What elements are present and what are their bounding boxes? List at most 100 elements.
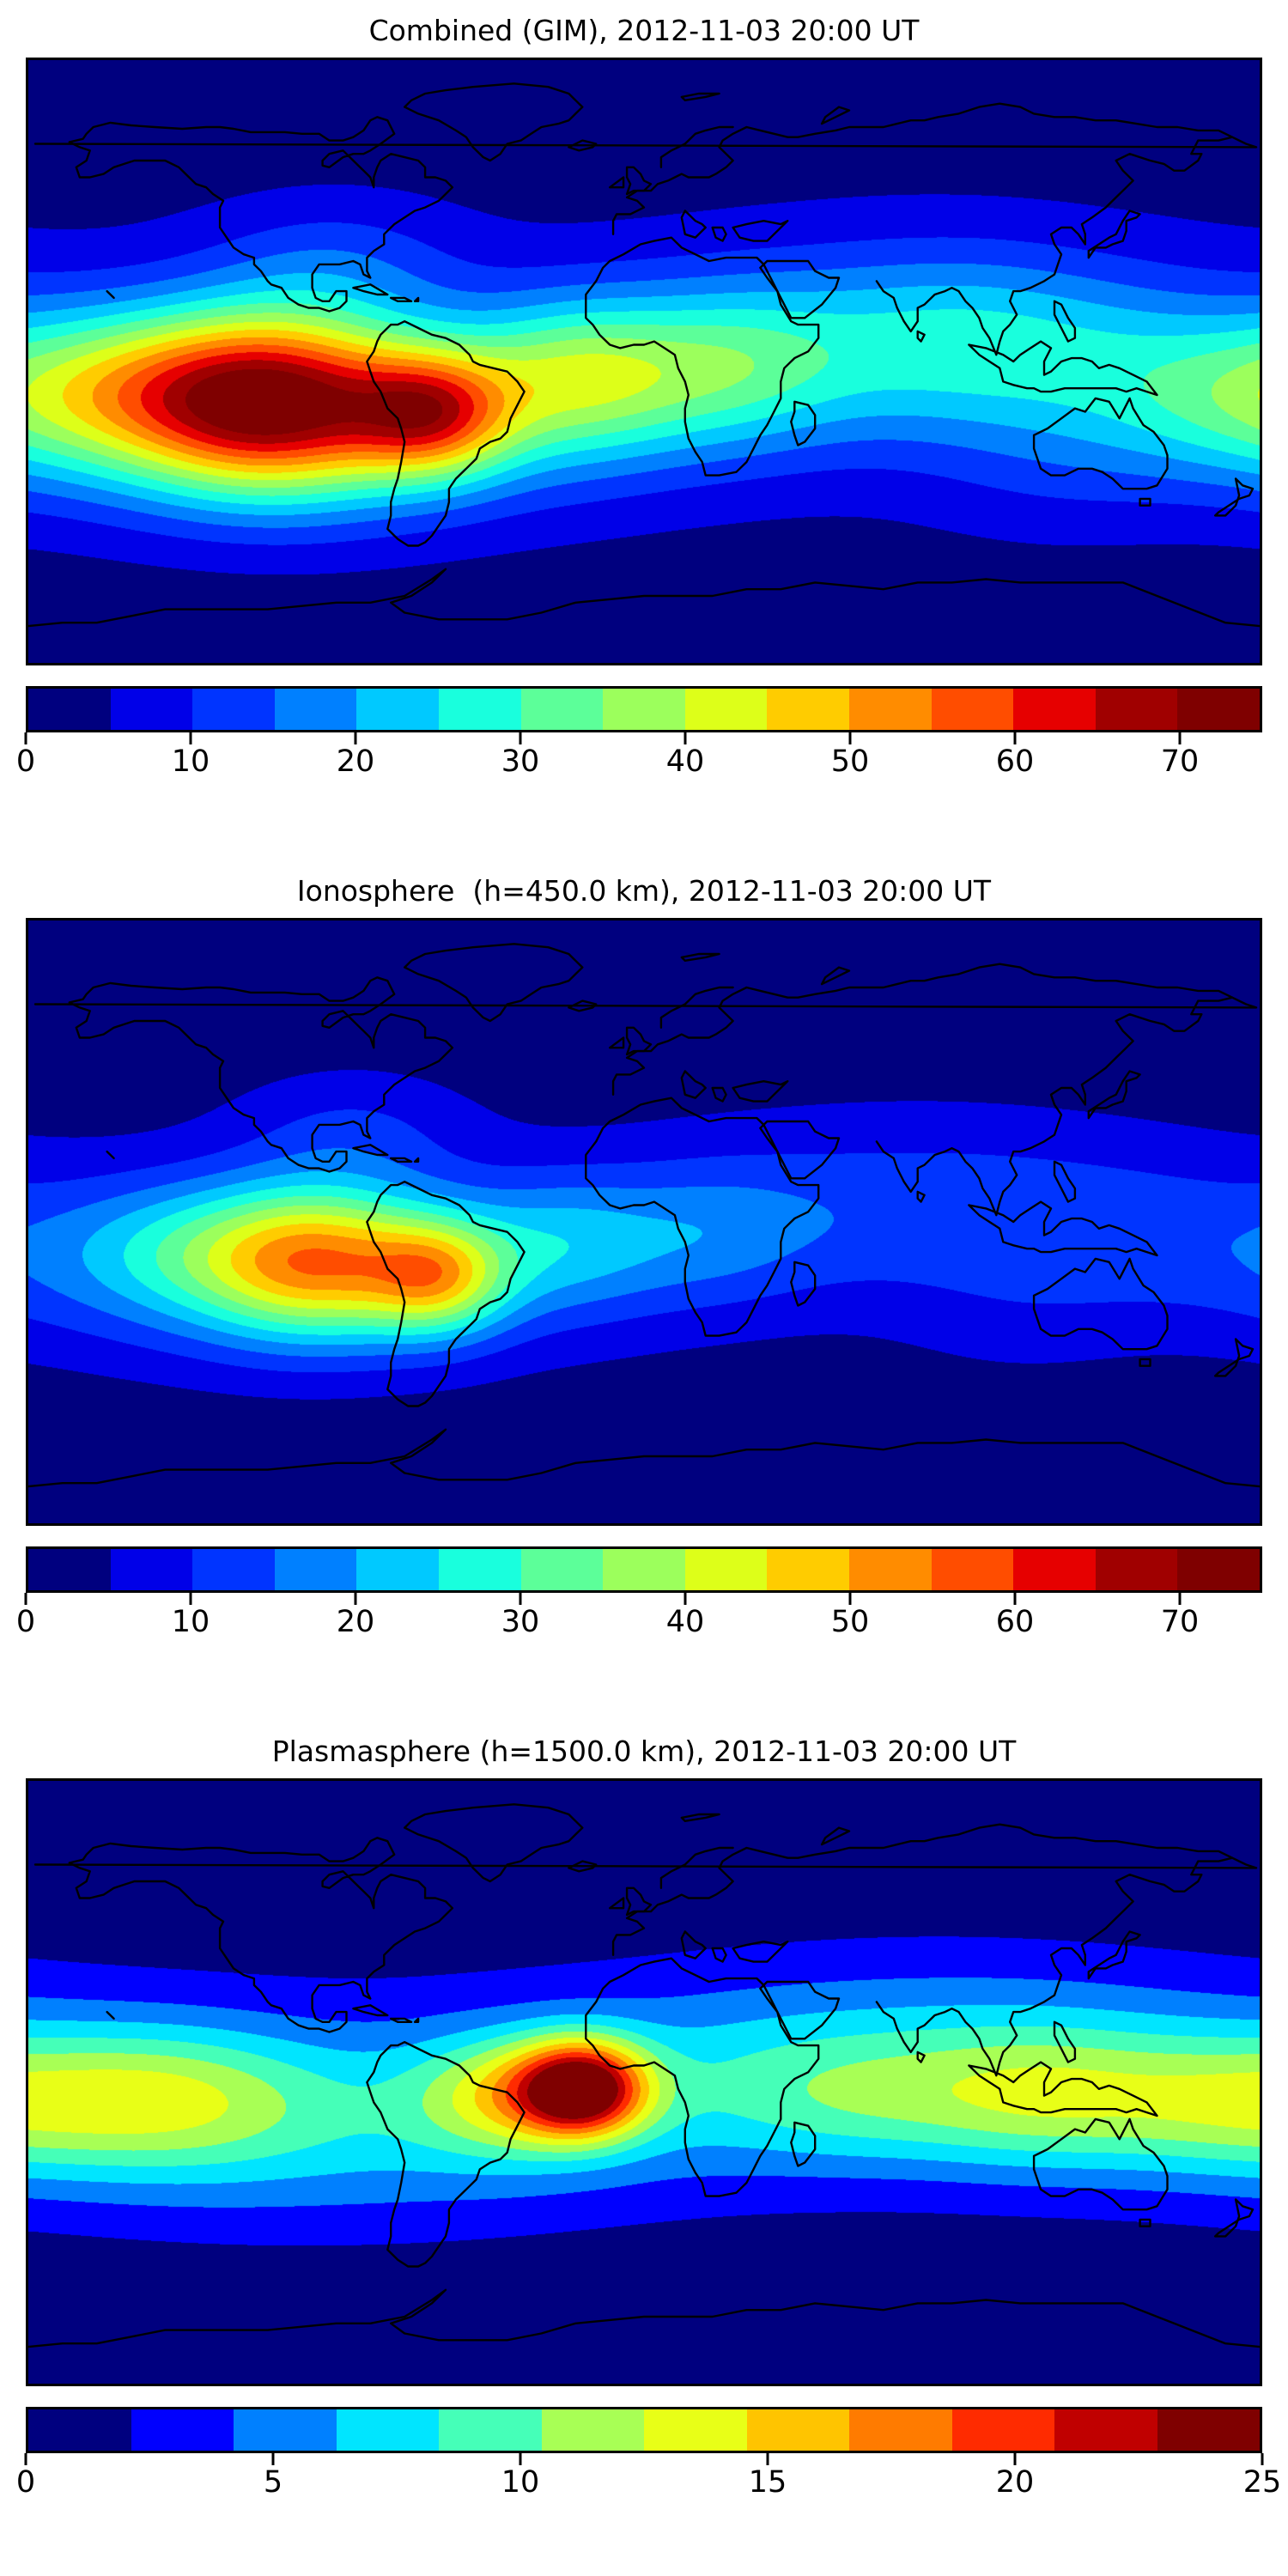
colorbar-band-10	[1054, 2409, 1157, 2451]
coastline-path	[875, 1856, 1234, 2077]
colorbar-ticks-ionosphere	[24, 1593, 1262, 1605]
colorbar-band-0	[28, 1549, 111, 1590]
colorbar-tick-labels-ionosphere: 0 10 20 30 40 50 60 70	[16, 1605, 1262, 1644]
colorbar-band-6	[520, 689, 604, 730]
contour-canvas	[28, 60, 1260, 663]
colorbar-band-14	[1177, 1549, 1260, 1590]
colorbar-tick-label: 0	[15, 1605, 36, 1639]
coastline-path	[366, 1181, 526, 1407]
colorbar-tick	[24, 2453, 27, 2465]
colorbar-tick-label: 70	[1160, 1605, 1200, 1639]
coastline-path	[875, 136, 1234, 356]
colorbar-band-0	[28, 689, 111, 730]
colorbar-band-2	[192, 1549, 275, 1590]
coastline-path	[413, 296, 420, 302]
coastline-path	[28, 1428, 1260, 1488]
ionosphere-panel: Ionosphere (h=450.0 km), 2012-11-03 20:0…	[0, 874, 1288, 1644]
coastline-path	[568, 1860, 598, 1873]
coastline-path	[404, 82, 584, 162]
colorbar-band-7	[603, 1549, 685, 1590]
colorbar-tick-label: 15	[748, 2465, 787, 2500]
coastline-path	[759, 1120, 841, 1180]
coastline-path	[732, 219, 789, 242]
colorbar-tick-label: 5	[263, 2465, 283, 2500]
coastline-path	[759, 1980, 841, 2040]
contour-canvas	[28, 920, 1260, 1523]
colorbar-band-0	[28, 2409, 131, 2451]
coastline-path	[916, 330, 926, 343]
coastline-path	[1213, 1338, 1255, 1377]
colorbar-band-5	[541, 2409, 644, 2451]
colorbar-band-3	[274, 1549, 357, 1590]
colorbar-band-13	[1095, 689, 1178, 730]
colorbar-ionosphere: 0 10 20 30 40 50 60 70	[16, 1546, 1262, 1644]
colorbar-tick-label: 30	[501, 744, 540, 779]
colorbar-tick	[1178, 1593, 1182, 1605]
coastline-path	[1139, 2218, 1151, 2227]
colorbar-combined-gim: 0 10 20 30 40 50 60 70	[16, 686, 1262, 784]
colorbar-tick	[519, 732, 522, 744]
coastline-path	[28, 568, 1260, 628]
coastline-path	[585, 1957, 820, 2197]
coastline-path	[625, 1026, 653, 1056]
coastline-path	[68, 976, 454, 1173]
coastline-path	[659, 125, 734, 169]
coastline-path	[680, 952, 720, 962]
coastline-path	[609, 1036, 625, 1049]
colorbar-band-9	[767, 1549, 849, 1590]
colorbar-tick	[189, 732, 192, 744]
colorbar-tick	[1013, 2453, 1017, 2465]
coastline-path	[1087, 1930, 1141, 1980]
colorbar-band-4	[356, 689, 439, 730]
map-ionosphere	[26, 918, 1262, 1526]
colorbar-tick	[271, 2453, 275, 2465]
colorbar-band-10	[848, 1549, 932, 1590]
colorbar-tick-label: 20	[336, 1605, 375, 1639]
coastline-path	[33, 963, 1258, 1097]
colorbar-tick-labels-combined: 0 10 20 30 40 50 60 70	[16, 744, 1262, 784]
coastline-path	[680, 210, 707, 239]
coastline-path	[1139, 1358, 1151, 1367]
colorbar-tick-label: 40	[665, 1605, 705, 1639]
colorbar-band-3	[274, 689, 357, 730]
panel-title-plasmasphere: Plasmasphere (h=1500.0 km), 2012-11-03 2…	[271, 1735, 1017, 1768]
colorbar-tick-label: 0	[15, 2465, 36, 2500]
colorbar-band-9	[951, 2409, 1054, 2451]
colorbar-band-5	[438, 689, 521, 730]
coastline-path	[759, 259, 841, 319]
colorbar-tick-label: 30	[501, 1605, 540, 1639]
colorbar-strip-plasmasphere	[26, 2407, 1262, 2453]
coastline-path	[875, 996, 1234, 1217]
coastline-path	[1032, 2117, 1169, 2211]
combined-gim-panel: Combined (GIM), 2012-11-03 20:00 UT 0 10 2…	[0, 14, 1288, 784]
colorbar-tick	[519, 2453, 522, 2465]
colorbar-tick-label: 20	[995, 2465, 1035, 2500]
colorbar-band-10	[848, 689, 932, 730]
colorbar-ticks-plasmasphere	[24, 2453, 1264, 2465]
coastline-path	[659, 986, 734, 1030]
colorbar-band-12	[1013, 1549, 1096, 1590]
colorbar-tick	[519, 1593, 522, 1605]
colorbar-band-1	[110, 689, 193, 730]
coastline-path	[1139, 497, 1151, 507]
coastline-path	[680, 92, 720, 101]
coastline-path	[680, 1930, 707, 1959]
colorbar-band-4	[356, 1549, 439, 1590]
colorbar-tick-label: 50	[830, 1605, 870, 1639]
colorbar-tick-label: 20	[336, 744, 375, 779]
coastline-path	[916, 2050, 926, 2063]
coastline-path	[568, 999, 598, 1012]
colorbar-band-11	[1157, 2409, 1260, 2451]
coastline-path	[1087, 210, 1141, 259]
coastline-path	[916, 1190, 926, 1203]
coastline-path	[404, 943, 584, 1023]
panel-title-combined: Combined (GIM), 2012-11-03 20:00 UT	[368, 14, 920, 47]
coastline-overlay	[28, 82, 1260, 628]
coastline-path	[820, 966, 851, 986]
coastline-path	[1053, 1160, 1077, 1203]
coastline-path	[106, 1150, 115, 1160]
coastline-path	[404, 1803, 584, 1883]
coastline-path	[390, 1157, 413, 1163]
colorbar-tick	[354, 1593, 357, 1605]
colorbar-band-1	[110, 1549, 193, 1590]
